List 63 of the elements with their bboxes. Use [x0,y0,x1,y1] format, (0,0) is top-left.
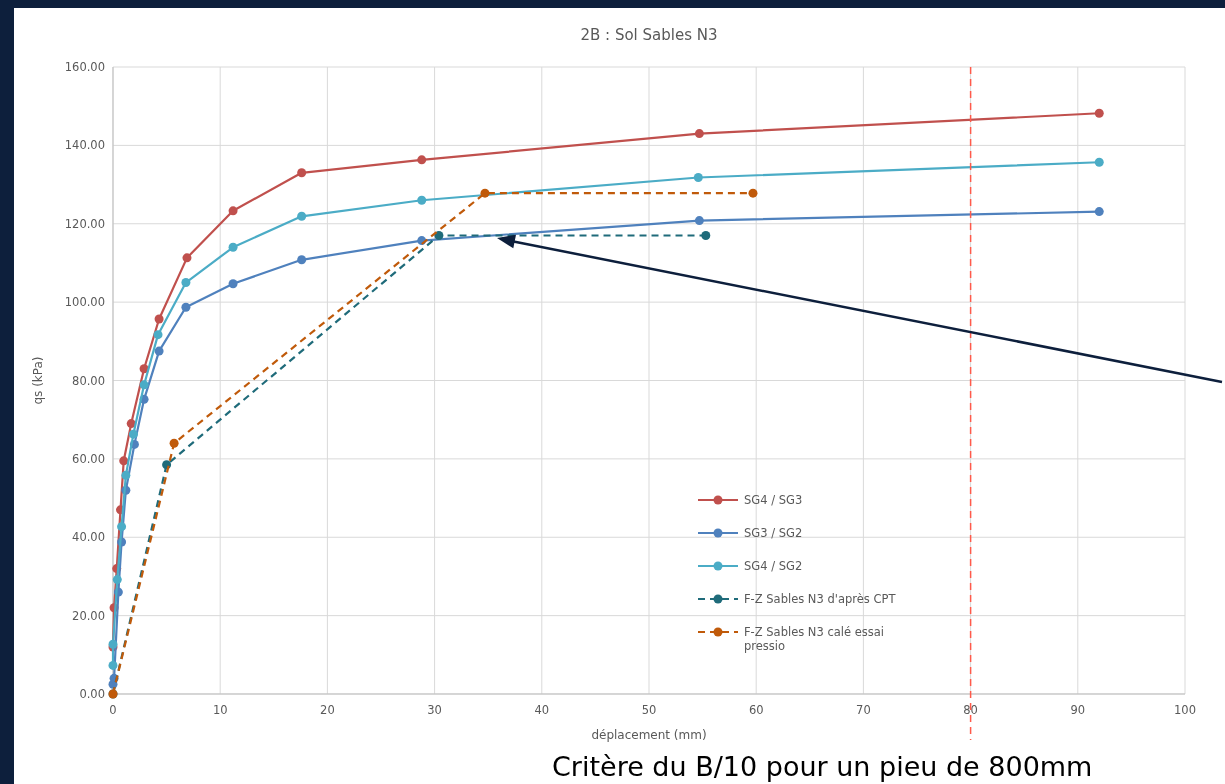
x-tick-label: 30 [427,703,442,717]
y-axis-title: qs (kPa) [31,356,45,405]
legend-label: SG4 / SG3 [744,493,803,507]
chart-title: 2B : Sol Sables N3 [580,26,718,44]
point [154,314,164,324]
y-tick-label: 0.00 [79,687,105,701]
x-tick-label: 50 [641,703,657,717]
point [119,456,129,466]
point [480,188,490,198]
point [1094,207,1104,217]
point [297,168,307,178]
point [169,438,179,448]
x-tick-label: 90 [1070,703,1086,717]
point [181,302,191,312]
y-tick-label: 100.00 [64,295,105,310]
point [417,155,427,165]
x-axis-title: déplacement (mm) [591,728,707,742]
x-tick-label: 20 [320,703,335,717]
point [228,242,238,252]
point [748,188,758,198]
y-tick-label: 20.00 [72,608,105,623]
point [117,522,127,532]
point [181,278,191,288]
point [162,460,172,470]
x-tick-label: 80 [963,703,978,717]
text: Critère du B/10 pour un pieu de 800mm [552,751,1093,782]
y-tick-label: 80.00 [72,373,105,388]
point [694,129,704,139]
point [153,330,163,340]
point [417,195,427,205]
point [126,419,136,429]
point [297,211,307,221]
point [694,216,704,226]
point [228,279,238,289]
point [228,206,238,216]
point [434,231,444,241]
y-tick-label: 60.00 [72,451,105,466]
x-tick-label: 60 [748,703,764,717]
x-tick-label: 0 [109,703,117,717]
x-tick-label: 100 [1174,703,1196,717]
x-tick-label: 40 [534,703,550,717]
point [1094,108,1104,118]
y-tick-label: 120.00 [64,216,105,231]
legend-label: SG4 / SG2 [744,559,803,573]
point [1094,157,1104,167]
point [297,255,307,265]
point [182,253,192,263]
point [121,470,131,480]
y-tick-label: 140.00 [64,138,105,153]
y-tick-label: 40.00 [72,530,105,545]
point [701,231,711,241]
point [112,575,122,585]
point [154,346,164,356]
legend-label: SG3 / SG2 [744,526,803,540]
point [693,173,703,183]
point [128,429,138,439]
legend-label: F-Z Sables N3 calé essai pressio [744,625,885,653]
x-tick-label: 70 [856,703,871,717]
point [108,660,118,670]
x-tick-label: 10 [212,703,228,717]
legend-label: F-Z Sables N3 d'après CPT [744,592,897,606]
point [139,380,149,390]
y-tick-label: 160.00 [64,60,105,74]
